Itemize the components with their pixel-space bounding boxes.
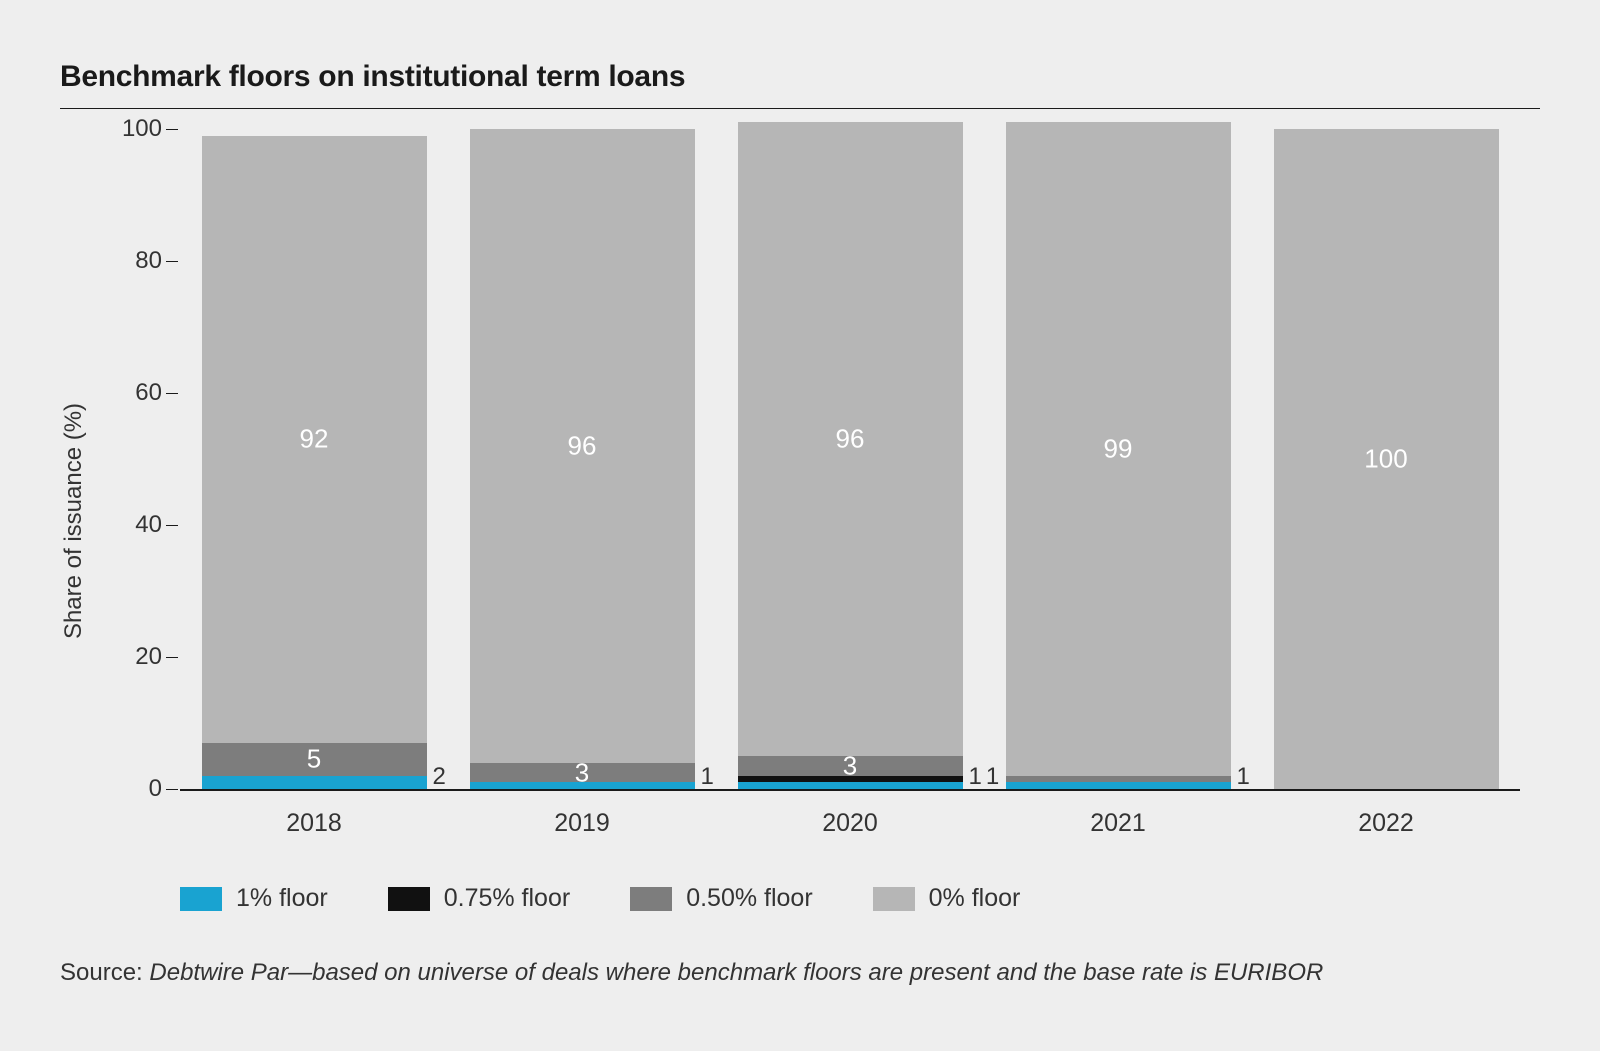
y-tick [166,393,178,394]
outside-labels: 1 [1231,765,1250,789]
y-tick [166,789,178,790]
outside-label: 1 [969,765,982,789]
y-axis-label: Share of issuance (%) [60,403,88,639]
legend-label: 0.50% floor [686,884,812,913]
bar-segment: 99 [1006,122,1231,775]
bar-column: 3961 [470,129,695,789]
y-tick-label: 20 [135,643,162,671]
legend-swatch [180,887,222,911]
bar-segment: 5 [202,743,427,776]
bar-segment [738,782,963,789]
bar-segment: 3 [470,763,695,783]
bar-column: 5922 [202,136,427,789]
legend: 1% floor 0.75% floor 0.50% floor 0% floor [180,884,1520,913]
outside-label: 2 [433,765,446,789]
segment-label: 92 [300,424,329,455]
source-text: Debtwire Par—based on universe of deals … [149,959,1323,986]
chart-wrap: Share of issuance (%) 592239613961199110… [120,129,1520,913]
x-label: 2019 [470,809,695,838]
bar-segment: 100 [1274,129,1499,789]
legend-swatch [873,887,915,911]
legend-swatch [388,887,430,911]
outside-label: 1 [986,765,999,789]
x-label: 2018 [202,809,427,838]
y-tick [166,657,178,658]
outside-labels: 2 [427,765,446,789]
source-label: Source: [60,959,149,986]
x-label: 2022 [1274,809,1499,838]
bar-segment: 96 [738,122,963,756]
legend-label: 0.75% floor [444,884,570,913]
segment-label: 100 [1364,444,1407,475]
segment-label: 96 [836,424,865,455]
y-tick-label: 80 [135,247,162,275]
chart-container: Benchmark floors on institutional term l… [0,0,1600,1051]
segment-label: 96 [568,430,597,461]
outside-label: 1 [1237,765,1250,789]
title-rule [60,108,1540,109]
bar-segment [202,776,427,789]
y-tick-label: 0 [149,775,162,803]
bar-column: 39611 [738,122,963,789]
outside-labels: 11 [963,765,1000,789]
legend-swatch [630,887,672,911]
legend-item: 0% floor [873,884,1021,913]
bar-segment: 96 [470,129,695,763]
legend-item: 1% floor [180,884,328,913]
bar-segment: 3 [738,756,963,776]
bar-segment [1006,782,1231,789]
y-tick-label: 100 [122,115,162,143]
source-line: Source: Debtwire Par—based on universe o… [60,959,1540,987]
legend-label: 1% floor [236,884,328,913]
bar-segment [1006,776,1231,783]
bars-group: 5922396139611991100 [180,129,1520,789]
x-label: 2021 [1006,809,1231,838]
outside-label: 1 [701,765,714,789]
y-tick-label: 40 [135,511,162,539]
y-tick [166,129,178,130]
legend-item: 0.75% floor [388,884,570,913]
plot-area: 5922396139611991100 020406080100 [180,129,1520,791]
legend-label: 0% floor [929,884,1021,913]
chart-title: Benchmark floors on institutional term l… [60,60,1540,94]
bar-column: 991 [1006,122,1231,789]
x-label: 2020 [738,809,963,838]
outside-labels: 1 [695,765,714,789]
segment-label: 99 [1104,434,1133,465]
bar-segment: 92 [202,136,427,743]
bar-column: 100 [1274,129,1499,789]
y-tick-label: 60 [135,379,162,407]
y-tick [166,525,178,526]
legend-item: 0.50% floor [630,884,812,913]
y-tick [166,261,178,262]
x-axis-labels: 2018 2019 2020 2021 2022 [180,809,1520,838]
segment-label: 5 [307,744,321,775]
